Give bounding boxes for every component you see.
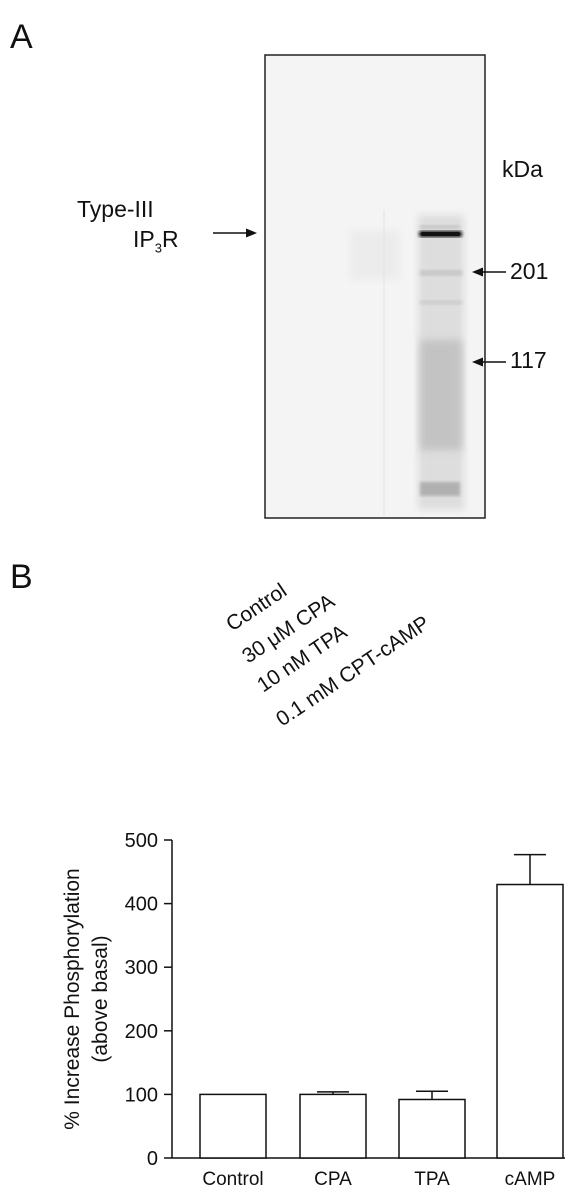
bar-control [199,1093,267,1159]
panel-letter-a: A [10,18,33,56]
marker-117-arrow-head [472,357,483,367]
ip3r-band-core [421,232,460,236]
camp-lane-band-mid2 [420,300,462,305]
western-blot [213,54,506,519]
panel-letter-b: B [10,558,33,596]
x-tick-label-tpa: TPA [414,1169,450,1190]
tpa-lane-smear [350,230,400,280]
ip3r-arrow-head [246,228,257,238]
ip3r-label-line1: Type-III [77,196,154,222]
ip3r-label-line2: IP3R [133,226,179,256]
y-tick-label-0: 0 [147,1148,158,1170]
y-tick-label-400: 400 [125,894,158,916]
bar-cpa [299,1093,367,1159]
ip3r-label-tail: R [161,226,179,252]
marker-117-label: 117 [510,347,547,373]
y-axis-label-line2: (above basal) [89,935,112,1062]
x-tick-label-cpa: CPA [314,1169,352,1190]
y-tick-label-100: 100 [125,1084,158,1106]
x-tick-label-control: Control [202,1169,263,1190]
y-tick-label-300: 300 [125,957,158,979]
kda-label: kDa [502,156,543,182]
ip3r-label-sub: 3 [154,240,162,256]
y-axis-label-line1: % Increase Phosphorylation [61,868,84,1130]
camp-lane-smear-2 [420,340,462,450]
bar-camp [496,883,564,1159]
y-tick-label-200: 200 [125,1021,158,1043]
marker-201-arrow-head [472,267,483,277]
ip3r-label-main: IP [133,226,155,252]
x-tick-label-camp: cAMP [505,1169,556,1190]
camp-lane-band-mid [420,270,462,276]
camp-lane-band-low [420,482,460,496]
y-tick-label-500: 500 [125,830,158,852]
bar-tpa [398,1098,466,1159]
camp-lane-band-mid3 [420,225,460,229]
marker-201-label: 201 [510,258,549,284]
